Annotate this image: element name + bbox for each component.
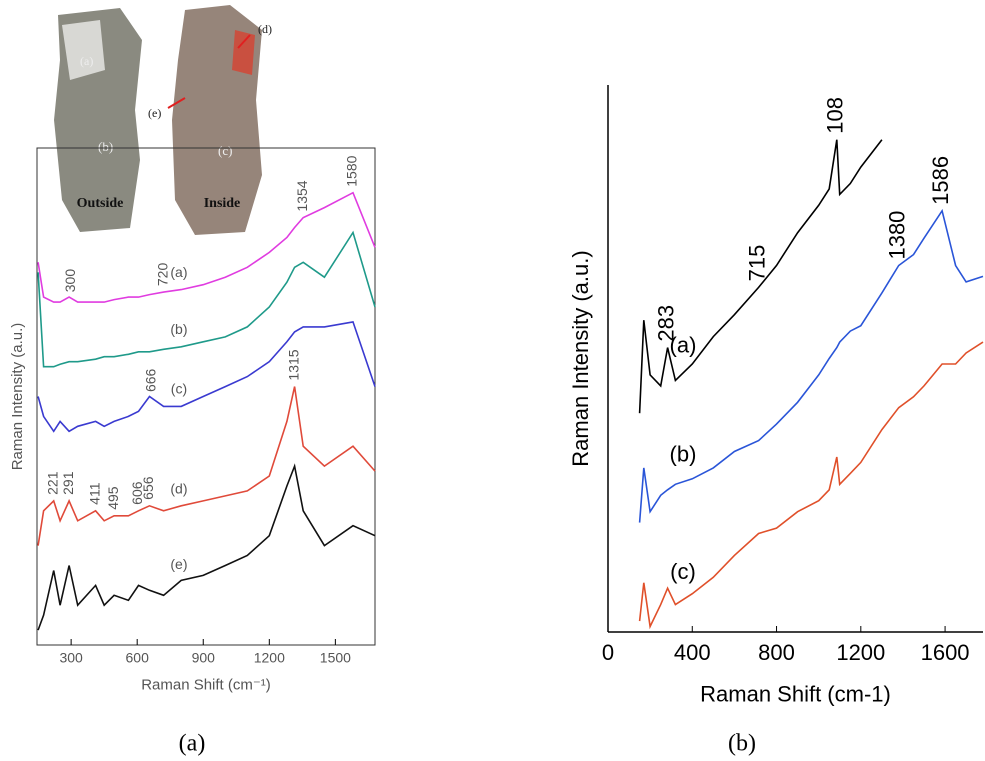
x-axis-label: Raman Shift (cm⁻¹) (141, 677, 271, 694)
peak-label: 1380 (885, 211, 910, 260)
figure: (a) (b) (c) (d) (e) Outside Inside (a) (… (0, 0, 985, 761)
peak-label: 291 (60, 471, 76, 495)
peak-label: 656 (140, 476, 156, 500)
x-axis-label: Raman Shift (cm-1) (700, 682, 891, 707)
series-label: (c) (171, 380, 187, 396)
series-label: (d) (170, 480, 187, 496)
x-tick-label: 1200 (836, 640, 885, 665)
peak-label: 108 (823, 97, 848, 134)
y-axis-label: Raman Intensity (a.u.) (568, 250, 593, 466)
y-axis-label: Raman Intensity (a.u.) (9, 323, 26, 471)
photo-mark: (e) (148, 106, 161, 120)
x-tick-label: 1600 (921, 640, 970, 665)
x-tick-label: 1500 (320, 650, 351, 666)
peak-label: 283 (653, 305, 678, 342)
x-tick-label: 600 (126, 650, 150, 666)
series-label: (c) (670, 559, 696, 584)
peak-label: 495 (105, 486, 121, 510)
peak-label: 1315 (285, 349, 301, 380)
series-label: (e) (170, 556, 187, 572)
x-tick-label: 400 (674, 640, 711, 665)
panel-caption: (b) (728, 731, 756, 757)
photo-label: Inside (204, 196, 241, 211)
photo-mark: (c) (218, 143, 232, 158)
x-tick-label: 1200 (254, 650, 285, 666)
photo-label: Outside (77, 196, 124, 211)
photo-mark: (d) (258, 22, 272, 36)
series-label: (b) (670, 441, 697, 466)
stone-red-spot (232, 30, 255, 75)
x-tick-label: 800 (758, 640, 795, 665)
panel-caption: (a) (179, 731, 206, 757)
spectrum-line (38, 387, 375, 546)
x-tick-label: 300 (59, 650, 83, 666)
x-tick-label: 0 (602, 640, 614, 665)
peak-label: 1580 (344, 155, 360, 186)
series-label: (b) (170, 321, 187, 337)
spectrum-line (38, 233, 375, 367)
peak-label: 720 (154, 263, 170, 287)
peak-label: 411 (86, 482, 102, 505)
inset-photo: (a) (b) (c) (d) (e) Outside Inside (54, 5, 272, 235)
series-label: (a) (170, 264, 187, 280)
photo-mark: (a) (80, 54, 93, 68)
spectrum-line (38, 322, 375, 431)
peak-label: 1586 (928, 156, 953, 205)
peak-label: 715 (744, 245, 769, 282)
peak-label: 300 (62, 269, 78, 293)
spectrum-line (640, 211, 983, 523)
photo-mark: (b) (98, 139, 113, 154)
peak-label: 221 (44, 471, 60, 495)
peak-label: 666 (142, 368, 158, 392)
peak-label: 1354 (294, 180, 310, 211)
x-tick-label: 900 (192, 650, 216, 666)
